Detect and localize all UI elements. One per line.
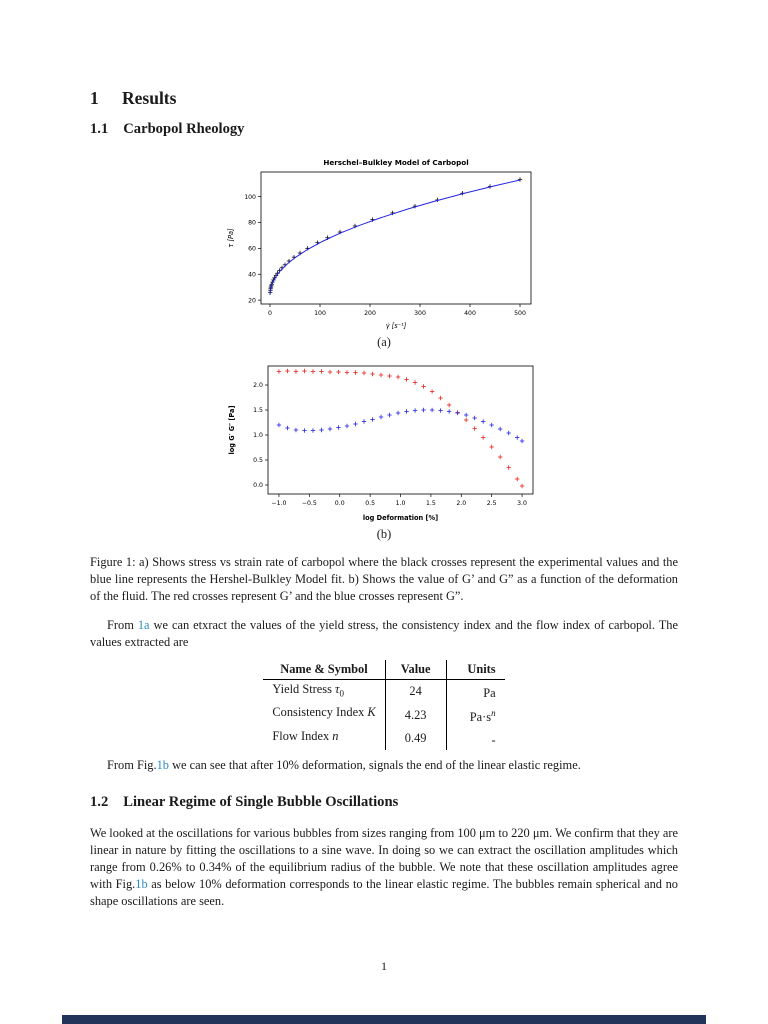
- svg-text:1.0: 1.0: [253, 432, 263, 439]
- paragraph-text: From Fig.: [107, 758, 157, 773]
- subsection-heading-linear-regime: 1.2 Linear Regime of Single Bubble Oscill…: [90, 794, 678, 811]
- paragraph-text: we can etxract the values of the yield s…: [90, 618, 678, 649]
- cell-name: Flow Index n: [263, 726, 386, 751]
- paragraph-text: We looked at the oscillations for variou…: [90, 826, 678, 892]
- cell-units: -: [446, 727, 505, 750]
- quantity-symbol: τ: [335, 682, 340, 696]
- svg-text:60: 60: [248, 246, 256, 253]
- subsection-number: 1.1: [90, 121, 109, 137]
- svg-text:−1.0: −1.0: [271, 500, 286, 507]
- subfigure-a-label: (a): [377, 335, 391, 349]
- subfigure-b-label: (b): [376, 527, 392, 541]
- svg-text:2.0: 2.0: [253, 382, 263, 389]
- svg-text:0.5: 0.5: [365, 500, 375, 507]
- units-base: -: [491, 733, 496, 748]
- svg-text:τ [Pa]: τ [Pa]: [227, 228, 235, 248]
- svg-text:0.5: 0.5: [253, 457, 263, 464]
- next-page-edge: [62, 1015, 706, 1024]
- svg-text:γ̇ [s⁻¹]: γ̇ [s⁻¹]: [386, 322, 407, 330]
- svg-text:100: 100: [314, 310, 326, 317]
- cell-value: 4.23: [385, 703, 447, 727]
- svg-text:100: 100: [244, 194, 256, 201]
- svg-text:log G′ G″ [Pa]: log G′ G″ [Pa]: [228, 405, 236, 454]
- svg-text:40: 40: [248, 271, 256, 278]
- table-header-row: Name & Symbol Value Units: [263, 660, 505, 680]
- units-superscript: n: [491, 707, 496, 718]
- subsection-title: Carbopol Rheology: [123, 121, 245, 137]
- figure-1: 0 100 200 300 400 500 20 40 60 80 100 Herschel–Bulk…: [90, 152, 678, 542]
- cell-name: Consistency Index K: [263, 703, 386, 727]
- col-header-units: Units: [446, 660, 505, 680]
- table-row: Yield Stress τ0 24 Pa: [263, 679, 505, 704]
- subsection-title: Linear Regime of Single Bubble Oscillati…: [123, 794, 399, 811]
- quantity-name: Yield Stress: [272, 682, 336, 696]
- svg-text:300: 300: [414, 310, 426, 317]
- paragraph-text: From: [107, 618, 138, 632]
- cell-value: 24: [385, 679, 447, 704]
- paragraph-text: we can see that after 10% deformation, s…: [168, 758, 581, 773]
- figure-caption: Figure 1: a) Shows stress vs strain rate…: [90, 555, 678, 603]
- svg-text:80: 80: [248, 220, 256, 227]
- cell-units: Pa: [446, 680, 505, 704]
- svg-text:2.0: 2.0: [456, 500, 466, 507]
- paragraph-extract: From 1a we can etxract the values of the…: [90, 617, 678, 651]
- table-row: Consistency Index K 4.23 Pa·sn: [263, 703, 505, 727]
- svg-text:2.5: 2.5: [486, 500, 496, 507]
- paragraph-text: as below 10% deformation corresponds to …: [90, 877, 678, 909]
- subsection-heading-carbopol-rheology: 1.1 Carbopol Rheology: [90, 121, 678, 138]
- cell-value: 0.49: [385, 726, 447, 751]
- chart-g-prime-g-double-prime: −1.0 −0.5 0.0 0.5 1.0 1.5 2.0 2.5 3.0 0.0 0.5 1.0 1.…: [228, 365, 533, 522]
- extracted-values-table: Name & Symbol Value Units Yield Stress τ…: [263, 660, 505, 751]
- quantity-symbol: K: [367, 705, 376, 720]
- page-content: 1 Results 1.1 Carbopol Rheology 0 100 200 300…: [90, 88, 678, 915]
- table-row: Flow Index n 0.49 -: [263, 726, 505, 751]
- paragraph-bubbles: We looked at the oscillations for variou…: [90, 825, 678, 910]
- cell-name: Yield Stress τ0: [263, 679, 386, 704]
- svg-text:3.0: 3.0: [517, 500, 527, 507]
- svg-text:log Deformation [%]: log Deformation [%]: [362, 514, 437, 522]
- cell-units: Pa·sn: [446, 703, 505, 726]
- quantity-name: Consistency Index: [272, 705, 368, 720]
- col-header-value: Value: [385, 660, 447, 680]
- svg-text:0.0: 0.0: [253, 482, 263, 489]
- figure-ref-1a[interactable]: 1a: [137, 618, 150, 632]
- page-number: 1: [381, 959, 387, 973]
- paragraph-fig1b: From Fig.1b we can see that after 10% de…: [90, 757, 678, 774]
- svg-text:20: 20: [248, 297, 256, 304]
- section-heading-results: 1 Results: [90, 88, 678, 109]
- svg-text:400: 400: [464, 310, 476, 317]
- svg-text:1.0: 1.0: [395, 500, 405, 507]
- chart-herschel-bulkley: 0 100 200 300 400 500 20 40 60 80 100 Herschel–Bulk…: [227, 158, 532, 330]
- section-title: Results: [122, 88, 177, 108]
- svg-text:500: 500: [514, 310, 526, 317]
- svg-text:0.0: 0.0: [334, 500, 344, 507]
- figure-ref-1b[interactable]: 1b: [135, 877, 148, 892]
- svg-text:Herschel–Bulkley Model of Carb: Herschel–Bulkley Model of Carbopol: [323, 158, 468, 167]
- svg-text:200: 200: [364, 310, 376, 317]
- subsection-number: 1.2: [90, 794, 109, 811]
- svg-text:1.5: 1.5: [253, 407, 263, 414]
- quantity-symbol: n: [332, 728, 339, 743]
- quantity-symbol-subscript: 0: [339, 688, 344, 699]
- units-base: Pa: [483, 686, 496, 701]
- col-header-name-symbol: Name & Symbol: [263, 660, 386, 680]
- section-number: 1: [90, 88, 99, 108]
- quantity-name: Flow Index: [272, 728, 333, 743]
- svg-text:1.5: 1.5: [425, 500, 435, 507]
- figure-ref-1b[interactable]: 1b: [156, 758, 169, 773]
- svg-text:−0.5: −0.5: [301, 500, 316, 507]
- svg-text:0: 0: [268, 310, 272, 317]
- units-base: Pa·s: [469, 709, 492, 724]
